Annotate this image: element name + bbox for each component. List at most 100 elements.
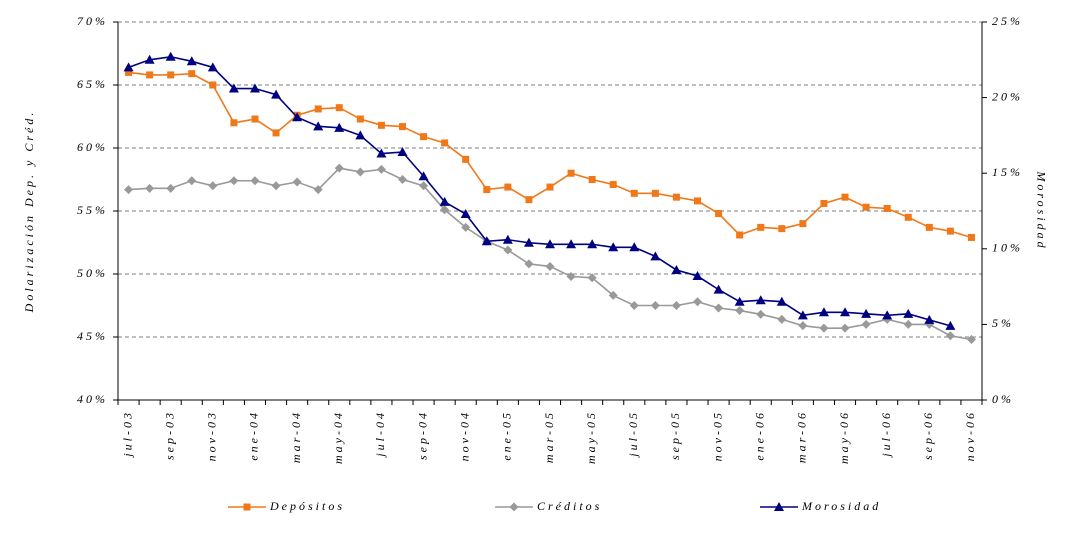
x-tick-label: ene-06	[752, 410, 766, 461]
x-tick-label: ene-05	[500, 410, 514, 461]
point	[735, 306, 745, 316]
point	[545, 239, 555, 249]
point	[924, 314, 935, 324]
x-tick-label: may-04	[331, 410, 345, 464]
point	[398, 123, 406, 131]
point	[774, 502, 784, 511]
point	[397, 147, 408, 157]
y-tick-label: 40%	[77, 392, 108, 406]
y2-tick-label: 5%	[992, 316, 1014, 330]
point	[524, 259, 534, 269]
point	[862, 203, 870, 211]
y-tick-label: 65%	[77, 77, 108, 91]
y2-tick-label: 15%	[992, 165, 1023, 179]
point	[355, 130, 366, 140]
point	[797, 310, 808, 320]
point	[207, 62, 218, 72]
x-tick-label: nov-04	[457, 410, 471, 461]
point	[608, 242, 619, 252]
y-tick-label: 45%	[77, 329, 108, 343]
y-tick-label: 70%	[77, 14, 108, 28]
point	[671, 264, 682, 274]
point	[145, 183, 155, 193]
point	[292, 112, 303, 122]
point	[420, 133, 428, 141]
point	[545, 261, 555, 271]
point	[714, 303, 724, 313]
point	[334, 163, 344, 173]
point	[629, 242, 640, 252]
point	[314, 105, 322, 113]
point	[587, 273, 597, 283]
point	[734, 296, 745, 306]
point	[630, 189, 638, 197]
point	[462, 155, 470, 163]
point	[609, 181, 617, 189]
point	[249, 83, 260, 93]
point	[693, 297, 703, 307]
point	[209, 81, 217, 89]
point	[736, 231, 744, 239]
point	[694, 197, 702, 205]
point	[335, 104, 343, 112]
point	[483, 186, 491, 194]
point	[861, 319, 871, 329]
x-tick-label: mar-05	[542, 410, 556, 463]
y2-tick-label: 10%	[992, 241, 1023, 255]
point	[776, 296, 787, 306]
point	[418, 171, 429, 181]
point	[967, 233, 975, 241]
legend-label: Créditos	[537, 499, 602, 513]
point	[777, 314, 787, 324]
point	[377, 121, 385, 129]
y-tick-label: 55%	[77, 203, 108, 217]
point	[608, 290, 618, 300]
legend-label: Morosidad	[801, 499, 881, 513]
y2-tick-label: 25%	[992, 14, 1023, 28]
point	[566, 272, 576, 282]
x-tick-label: nov-06	[963, 410, 977, 461]
point	[566, 239, 577, 249]
point	[799, 220, 807, 228]
point	[903, 319, 913, 329]
point	[946, 227, 954, 235]
point	[250, 176, 260, 186]
point	[692, 271, 703, 281]
point	[228, 83, 239, 93]
point	[313, 121, 324, 131]
point	[509, 502, 519, 512]
point	[841, 193, 849, 201]
point	[123, 62, 134, 72]
point	[251, 115, 259, 123]
point	[272, 129, 280, 137]
point	[188, 70, 196, 78]
point	[883, 204, 891, 212]
point	[840, 323, 850, 333]
point	[356, 115, 364, 123]
point	[125, 68, 133, 76]
point	[397, 175, 407, 184]
point	[525, 196, 533, 204]
point	[651, 189, 659, 197]
legend-label: Depósitos	[269, 499, 345, 513]
point	[861, 308, 872, 318]
point	[461, 222, 471, 232]
x-tick-label: nov-05	[710, 410, 724, 461]
y-tick-label: 50%	[77, 266, 108, 280]
x-tick-label: mar-06	[795, 410, 809, 463]
y2-axis-label: Morosidad	[1034, 170, 1048, 250]
x-tick-label: nov-03	[205, 410, 219, 461]
point	[502, 234, 513, 244]
x-tick-label: jul-05	[626, 410, 640, 459]
point	[903, 308, 914, 318]
point	[755, 295, 766, 305]
point	[945, 331, 955, 341]
point	[460, 209, 471, 219]
point	[650, 251, 661, 261]
x-tick-label: sep-04	[415, 410, 429, 460]
point	[840, 307, 851, 317]
point	[546, 183, 554, 191]
point	[376, 164, 386, 174]
y-tick-label: 60%	[77, 140, 108, 154]
